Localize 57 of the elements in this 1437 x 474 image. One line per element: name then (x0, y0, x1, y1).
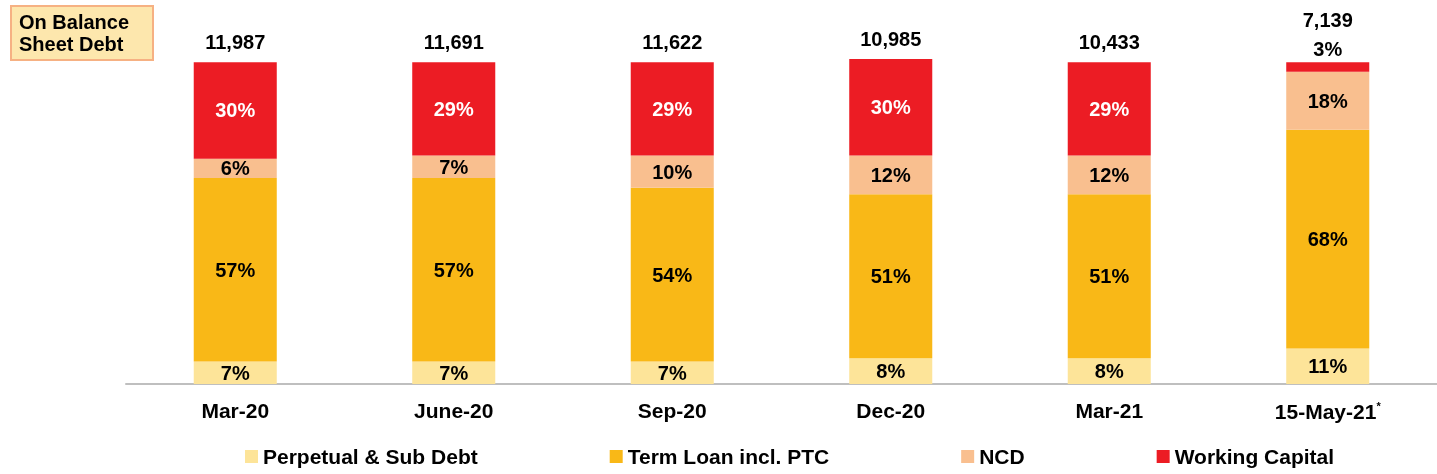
data-label: 29% (652, 97, 693, 120)
bar (630, 62, 714, 156)
data-label: 8% (1094, 360, 1124, 383)
data-label: 7% (657, 361, 687, 384)
data-label: 57% (215, 258, 256, 281)
legend-label: Working Capital (1174, 445, 1335, 468)
legend-label: Perpetual & Sub Debt (263, 445, 478, 468)
bar (1067, 194, 1151, 359)
data-label: 18% (1307, 89, 1348, 112)
bar (630, 361, 714, 384)
data-label: 7% (220, 361, 250, 384)
x-tick-label: Mar-20 (201, 399, 270, 422)
bar (630, 187, 714, 362)
data-label: 29% (1089, 97, 1130, 120)
bar (412, 62, 496, 156)
data-label: 51% (1089, 265, 1130, 288)
annotation: 11,987 (205, 31, 266, 54)
data-label: 8% (876, 360, 906, 383)
data-label: 3% (1313, 38, 1343, 61)
data-label: 11% (1308, 355, 1348, 378)
data-label: 7% (439, 361, 469, 384)
bar (193, 361, 277, 384)
data-label: 7% (439, 155, 469, 178)
bar (412, 178, 496, 362)
data-label: 54% (652, 263, 693, 286)
bar (1286, 62, 1370, 72)
data-label: 29% (433, 97, 474, 120)
legend-label: Term Loan incl. PTC (627, 445, 830, 468)
data-label: 57% (433, 258, 474, 281)
data-label: 30% (215, 99, 256, 122)
data-label: 30% (870, 96, 911, 119)
annotation: 10,985 (860, 28, 922, 50)
data-label: 68% (1307, 228, 1348, 251)
bar (1286, 129, 1370, 349)
annotation: 7,139 (1302, 9, 1353, 32)
annotation: 11,622 (642, 31, 703, 54)
x-tick-label: 15-May-21* (1274, 399, 1382, 423)
data-label: 51% (870, 265, 911, 288)
annotation: 11,691 (423, 31, 484, 54)
bar (1067, 62, 1151, 156)
x-tick-label: Mar-21 (1075, 399, 1144, 422)
x-tick-label: Dec-20 (856, 399, 926, 422)
chart-title: On Balance Sheet Debt (19, 11, 135, 55)
data-label: 6% (220, 157, 250, 180)
data-label: 12% (1089, 163, 1130, 186)
bar (1286, 71, 1370, 130)
bar (193, 178, 277, 362)
legend-label: NCD (979, 445, 1025, 468)
bar (849, 194, 933, 359)
bar (849, 59, 933, 156)
data-label: 10% (652, 160, 693, 183)
bar (193, 62, 277, 159)
x-tick-label: June-20 (414, 399, 494, 422)
bar (412, 361, 496, 384)
data-label: 12% (870, 163, 911, 186)
annotation: 10,433 (1078, 31, 1140, 54)
x-tick-label: Sep-20 (637, 399, 707, 422)
